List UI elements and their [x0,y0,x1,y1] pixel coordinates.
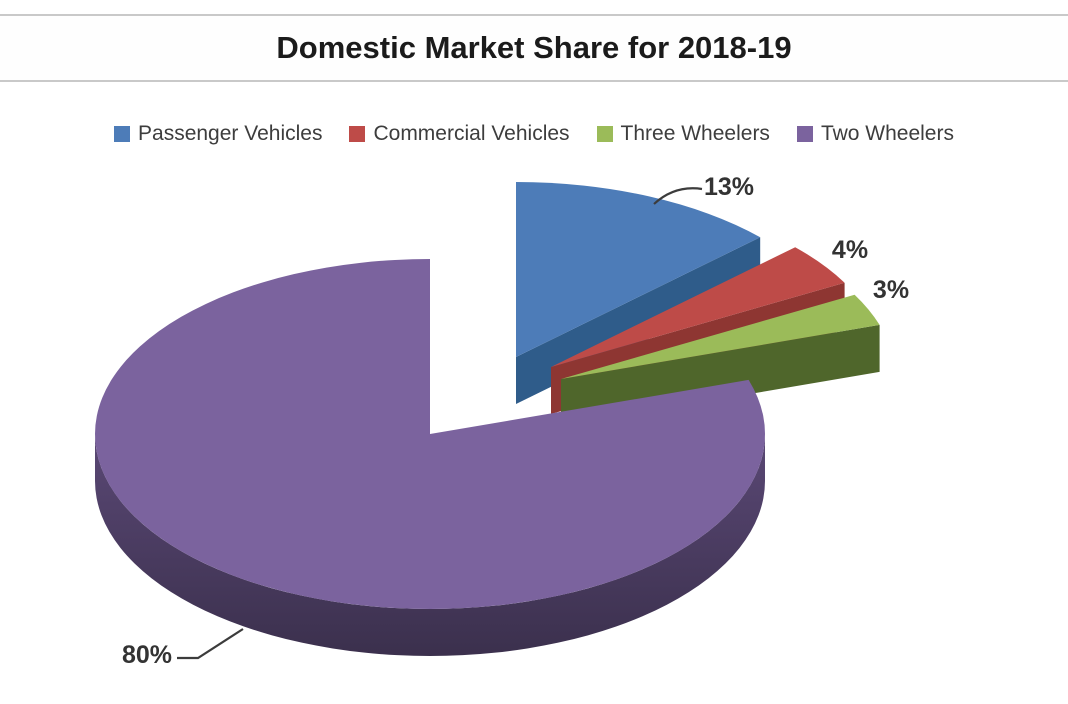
legend-label-commercial-vehicles: Commercial Vehicles [373,122,570,145]
chart-title-band: Domestic Market Share for 2018-19 [0,14,1068,82]
legend-label-passenger-vehicles: Passenger Vehicles [138,122,323,145]
legend-swatch-two-wheelers [796,126,813,142]
slice-value-label-passenger-vehicles: 13% [704,173,754,201]
slice-rim-wall [95,434,765,656]
slice-top-face-commercial-vehicles [551,247,845,367]
leader-line-passenger-vehicles [653,187,703,205]
slice-value-label-commercial-vehicles: 4% [832,236,868,264]
legend-item-two-wheelers: Two Wheelers [796,122,954,146]
legend-swatch-commercial-vehicles [349,126,366,142]
legend-label-three-wheelers: Three Wheelers [620,122,770,145]
slice-top-face-two-wheelers [95,259,766,609]
legend-item-commercial-vehicles: Commercial Vehicles [349,122,570,146]
legend-swatch-passenger-vehicles [114,126,131,142]
slice-top-face-three-wheelers [561,294,880,379]
slice-value-label-two-wheelers: 80% [122,641,172,669]
pie-slice-two-wheelers [95,259,766,656]
legend-swatch-three-wheelers [596,126,613,142]
legend-item-passenger-vehicles: Passenger Vehicles [114,122,322,146]
legend-label-two-wheelers: Two Wheelers [820,122,954,145]
slice-top-face-passenger-vehicles [516,182,761,357]
legend-item-three-wheelers: Three Wheelers [596,122,770,146]
slice-value-label-three-wheelers: 3% [873,276,909,304]
chart-legend: Passenger Vehicles Commercial Vehicles T… [0,122,1068,146]
chart-title: Domestic Market Share for 2018-19 [276,30,792,65]
leader-line-two-wheelers [177,628,244,660]
